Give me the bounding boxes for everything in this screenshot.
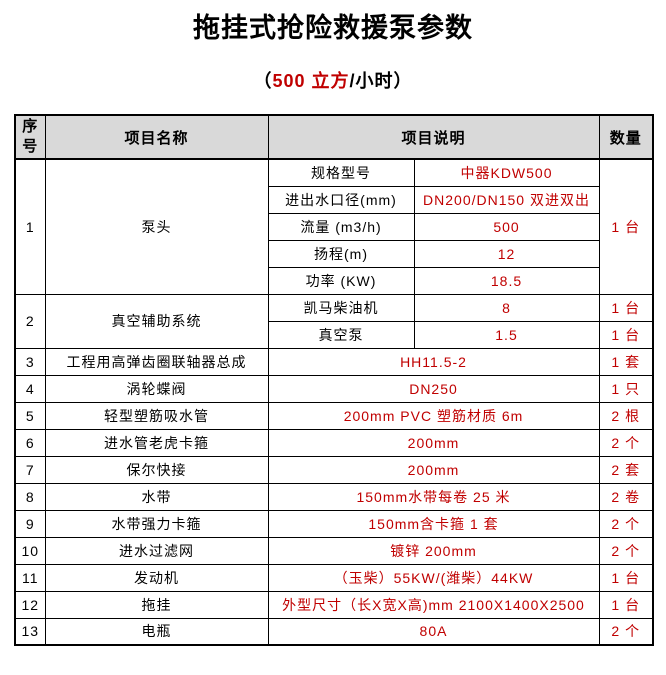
subtitle-paren-open: （ [253,71,273,91]
spec-label: 凯马柴油机 [267,293,415,322]
table-row: 6 进水管老虎卡箍 200mm 2 个 [14,428,654,457]
item-desc: 200mm [267,455,600,484]
table-row: 13 电瓶 80A 2 个 [14,617,654,646]
item-qty: 1 台 [598,158,654,295]
spec-label: 进出水口径(mm) [267,185,415,214]
table-row: 4 涡轮蝶阀 DN250 1 只 [14,374,654,403]
item-desc: 镀锌 200mm [267,536,600,565]
item-qty: 1 台 [598,293,654,322]
subtitle-unit: /小时） [349,71,413,91]
table-row: 12 拖挂 外型尺寸（长X宽X高)mm 2100X1400X2500 1 台 [14,590,654,619]
item-desc: DN250 [267,374,600,403]
row-index: 7 [14,455,46,484]
item-qty: 2 个 [598,617,654,646]
table-row: 1 泵头 规格型号 中器KDW500 1 台 [14,158,654,295]
item-qty: 2 套 [598,455,654,484]
subtitle-capacity: 500 立方 [272,71,350,91]
col-header-desc: 项目说明 [267,114,600,160]
spec-label: 功率 (KW) [267,266,415,295]
row-index: 2 [14,293,46,349]
item-name: 水带 [44,482,269,511]
item-qty: 1 套 [598,347,654,376]
table-row: 11 发动机 （玉柴）55KW/(潍柴）44KW 1 台 [14,563,654,592]
item-name: 水带强力卡箍 [44,509,269,538]
item-desc: 200mm PVC 塑筋材质 6m [267,401,600,430]
item-qty: 2 卷 [598,482,654,511]
page-title: 拖挂式抢险救援泵参数 [193,13,473,43]
item-name: 进水过滤网 [44,536,269,565]
item-name: 工程用高弹齿圈联轴器总成 [44,347,269,376]
row-index: 10 [14,536,46,565]
spec-label: 规格型号 [267,158,415,187]
item-qty: 2 根 [598,401,654,430]
col-header-index: 序号 [14,114,46,160]
item-name: 涡轮蝶阀 [44,374,269,403]
item-name: 保尔快接 [44,455,269,484]
table-row: 功率 (KW) 18.5 [15,266,653,295]
table-row: 8 水带 150mm水带每卷 25 米 2 卷 [14,482,654,511]
item-desc: 80A [267,617,600,646]
table-row: 扬程(m) 12 [15,239,653,268]
item-qty: 1 台 [598,320,654,349]
table-row: 流量 (m3/h) 500 [15,212,653,241]
spec-value: 500 [413,212,600,241]
spec-value: 8 [413,293,600,322]
spec-label: 流量 (m3/h) [267,212,415,241]
item-name: 拖挂 [44,590,269,619]
item-desc: 200mm [267,428,600,457]
row-index: 1 [14,158,46,295]
item-name: 电瓶 [44,617,269,646]
item-qty: 2 个 [598,428,654,457]
item-name: 泵头 [44,158,269,295]
table-row: 2 真空辅助系统 凯马柴油机 8 1 台 [14,293,654,349]
table-row: 7 保尔快接 200mm 2 套 [14,455,654,484]
table-row: 10 进水过滤网 镀锌 200mm 2 个 [14,536,654,565]
item-qty: 1 台 [598,563,654,592]
row-index: 11 [14,563,46,592]
table-row: 进出水口径(mm) DN200/DN150 双进双出 [15,185,653,214]
col-header-index-label: 序号 [22,117,39,155]
row-index: 3 [14,347,46,376]
table-row: 5 轻型塑筋吸水管 200mm PVC 塑筋材质 6m 2 根 [14,401,654,430]
row-index: 6 [14,428,46,457]
row-index: 8 [14,482,46,511]
table-row: 真空泵 1.5 1 台 [15,320,654,349]
item-name: 真空辅助系统 [44,293,269,349]
row-index: 13 [14,617,46,646]
table-header-row: 序号 项目名称 项目说明 数量 [14,114,654,160]
table-row: 3 工程用高弹齿圈联轴器总成 HH11.5-2 1 套 [14,347,654,376]
item-qty: 1 只 [598,374,654,403]
col-header-name: 项目名称 [44,114,269,160]
item-desc: （玉柴）55KW/(潍柴）44KW [267,563,600,592]
row-index: 12 [14,590,46,619]
item-name: 轻型塑筋吸水管 [44,401,269,430]
spec-value: 18.5 [413,266,600,295]
item-name: 发动机 [44,563,269,592]
item-qty: 1 台 [598,590,654,619]
spec-value: 12 [413,239,600,268]
col-header-qty: 数量 [598,114,654,160]
item-desc: HH11.5-2 [267,347,600,376]
spec-value: DN200/DN150 双进双出 [413,185,600,214]
table-row: 9 水带强力卡箍 150mm含卡箍 1 套 2 个 [14,509,654,538]
item-name: 进水管老虎卡箍 [44,428,269,457]
item-desc: 外型尺寸（长X宽X高)mm 2100X1400X2500 [267,590,600,619]
spec-value: 1.5 [413,320,600,349]
spec-table: 序号 项目名称 项目说明 数量 1 泵头 规格型号 中器KDW500 1 台 进… [14,114,655,646]
spec-value: 中器KDW500 [413,158,600,187]
spec-label: 真空泵 [267,320,415,349]
item-qty: 2 个 [598,509,654,538]
item-desc: 150mm水带每卷 25 米 [267,482,600,511]
row-index: 5 [14,401,46,430]
row-index: 4 [14,374,46,403]
row-index: 9 [14,509,46,538]
item-qty: 2 个 [598,536,654,565]
page-subtitle: （500 立方/小时） [0,67,666,93]
item-desc: 150mm含卡箍 1 套 [267,509,600,538]
spec-label: 扬程(m) [267,239,415,268]
